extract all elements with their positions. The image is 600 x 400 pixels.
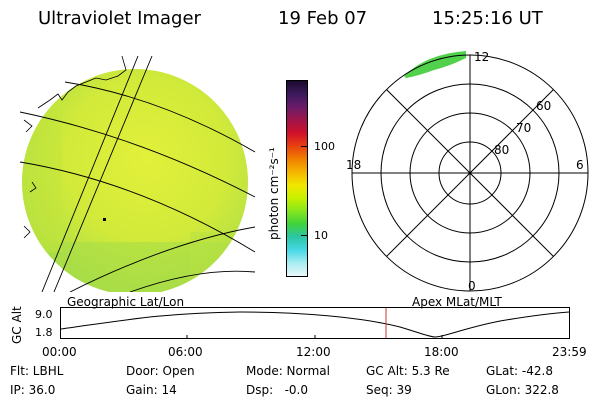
colorbar-tick-100: 100: [314, 140, 335, 153]
colorbar-label: photon cm⁻²s⁻¹: [267, 147, 281, 240]
status-gc-alt: GC Alt: 5.3 Re: [366, 364, 450, 378]
colorbar-tick-10: 10: [314, 229, 328, 242]
alt-xtick-1200: 12:00: [296, 345, 331, 359]
lat-label-80: 80: [494, 143, 509, 157]
polar-spokes: [352, 55, 588, 291]
altitude-plot-frame: [60, 307, 570, 339]
status-mode: Mode: Normal: [246, 364, 330, 378]
status-glon: GLon: 322.8: [486, 383, 559, 397]
instrument-title: Ultraviolet Imager: [38, 8, 201, 29]
alt-xtick-2359: 23:59: [552, 345, 587, 359]
status-ip: IP: 36.0: [10, 383, 56, 397]
status-filter: Flt: LBHL: [10, 364, 64, 378]
alt-ytick-top: 9.0: [35, 308, 53, 321]
status-seq: Seq: 39: [366, 383, 412, 397]
geographic-image-panel: [19, 55, 256, 292]
left-panel-caption: Geographic Lat/Lon: [67, 295, 185, 309]
lat-label-70: 70: [516, 121, 531, 135]
alt-xtick-0600: 06:00: [168, 345, 203, 359]
mlt-label-left: 18: [346, 158, 361, 172]
auroral-patch: [404, 51, 466, 78]
colorbar-tick-mark-100: [301, 146, 307, 147]
colorbar: [286, 80, 308, 277]
right-panel-caption: Apex MLat/MLT: [412, 295, 502, 309]
mlt-label-top: 12: [474, 50, 489, 64]
altitude-plot-ticks: [186, 335, 443, 339]
time-label: 15:25:16 UT: [432, 8, 543, 29]
colorbar-tick-mark-10: [301, 235, 307, 236]
lat-label-60: 60: [536, 99, 551, 113]
alt-ylabel-svg: GC Alt: [10, 306, 24, 344]
alt-ylabel: GC Alt: [10, 306, 24, 344]
alt-xtick-0000: 00:00: [42, 345, 77, 359]
station-marker: [103, 218, 106, 221]
mlt-label-right: 6: [576, 158, 584, 172]
altitude-curve: [60, 311, 570, 338]
date-label: 19 Feb 07: [278, 8, 368, 29]
colorbar-label-svg: photon cm⁻²s⁻¹: [267, 147, 281, 240]
coastline: [23, 55, 127, 239]
status-gain: Gain: 14: [126, 383, 177, 397]
status-glat: GLat: -42.8: [486, 364, 553, 378]
status-door: Door: Open: [126, 364, 195, 378]
mlt-label-bottom: 0: [468, 279, 476, 293]
polar-grid-panel: 12 18 6 0 60 70 80: [346, 50, 589, 293]
alt-xtick-1800: 18:00: [424, 345, 459, 359]
status-dsp: Dsp: -0.0: [246, 383, 309, 397]
lat-lon-grid: [19, 55, 256, 292]
alt-ytick-bottom: 1.8: [35, 326, 53, 339]
altitude-plot: [60, 307, 570, 339]
